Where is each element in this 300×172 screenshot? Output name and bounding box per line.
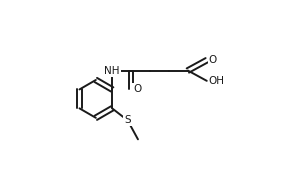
Text: OH: OH bbox=[209, 76, 225, 86]
Text: O: O bbox=[133, 84, 141, 94]
Text: O: O bbox=[209, 55, 217, 65]
Text: NH: NH bbox=[104, 66, 120, 76]
Text: S: S bbox=[124, 115, 131, 125]
